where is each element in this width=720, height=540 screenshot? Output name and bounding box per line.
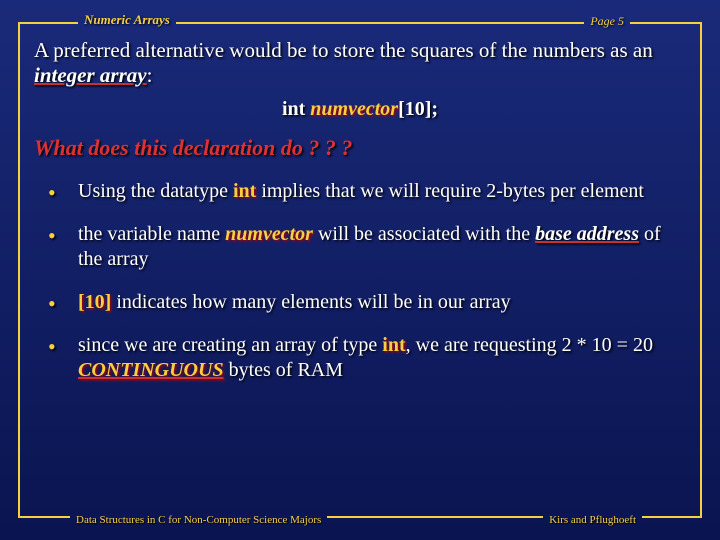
b1-post: implies that we will require 2-bytes per… xyxy=(256,180,644,202)
code-suffix: [10]; xyxy=(398,98,438,120)
question-heading: What does this declaration do ? ? ? xyxy=(34,135,686,161)
footer-authors: Kirs and Pflughoeft xyxy=(543,514,642,526)
intro-post: : xyxy=(147,63,153,87)
code-declaration: int numvector[10]; xyxy=(34,98,686,121)
bullet-list: Using the datatype int implies that we w… xyxy=(34,179,686,383)
b4-mid: , we are requesting 2 * 10 = 20 xyxy=(406,334,653,356)
intro-pre: A preferred alternative would be to stor… xyxy=(34,38,653,62)
b4-pre: since we are creating an array of type xyxy=(78,334,382,356)
b2-base: base address xyxy=(535,223,639,245)
b3-post: indicates how many elements will be in o… xyxy=(111,291,510,313)
code-keyword: int xyxy=(282,98,310,120)
b4-contig: CONTINGUOUS xyxy=(78,359,224,381)
bullet-3: [10] indicates how many elements will be… xyxy=(34,290,686,315)
b1-kw: int xyxy=(233,180,256,202)
b4-post: bytes of RAM xyxy=(224,359,343,381)
code-identifier: numvector xyxy=(310,98,398,120)
b2-ident: numvector xyxy=(225,223,313,245)
intro-emph: integer array xyxy=(34,63,147,87)
b4-kw: int xyxy=(382,334,405,356)
bullet-2: the variable name numvector will be asso… xyxy=(34,222,686,272)
footer-course: Data Structures in C for Non-Computer Sc… xyxy=(70,514,327,526)
b2-pre: the variable name xyxy=(78,223,225,245)
header-page: Page 5 xyxy=(584,14,630,29)
b1-pre: Using the datatype xyxy=(78,180,233,202)
b3-bracket: [10] xyxy=(78,291,111,313)
b2-mid: will be associated with the xyxy=(313,223,535,245)
slide-content: A preferred alternative would be to stor… xyxy=(34,38,686,401)
bullet-4: since we are creating an array of type i… xyxy=(34,333,686,383)
bullet-1: Using the datatype int implies that we w… xyxy=(34,179,686,204)
header-topic: Numeric Arrays xyxy=(78,12,176,28)
intro-text: A preferred alternative would be to stor… xyxy=(34,38,686,88)
